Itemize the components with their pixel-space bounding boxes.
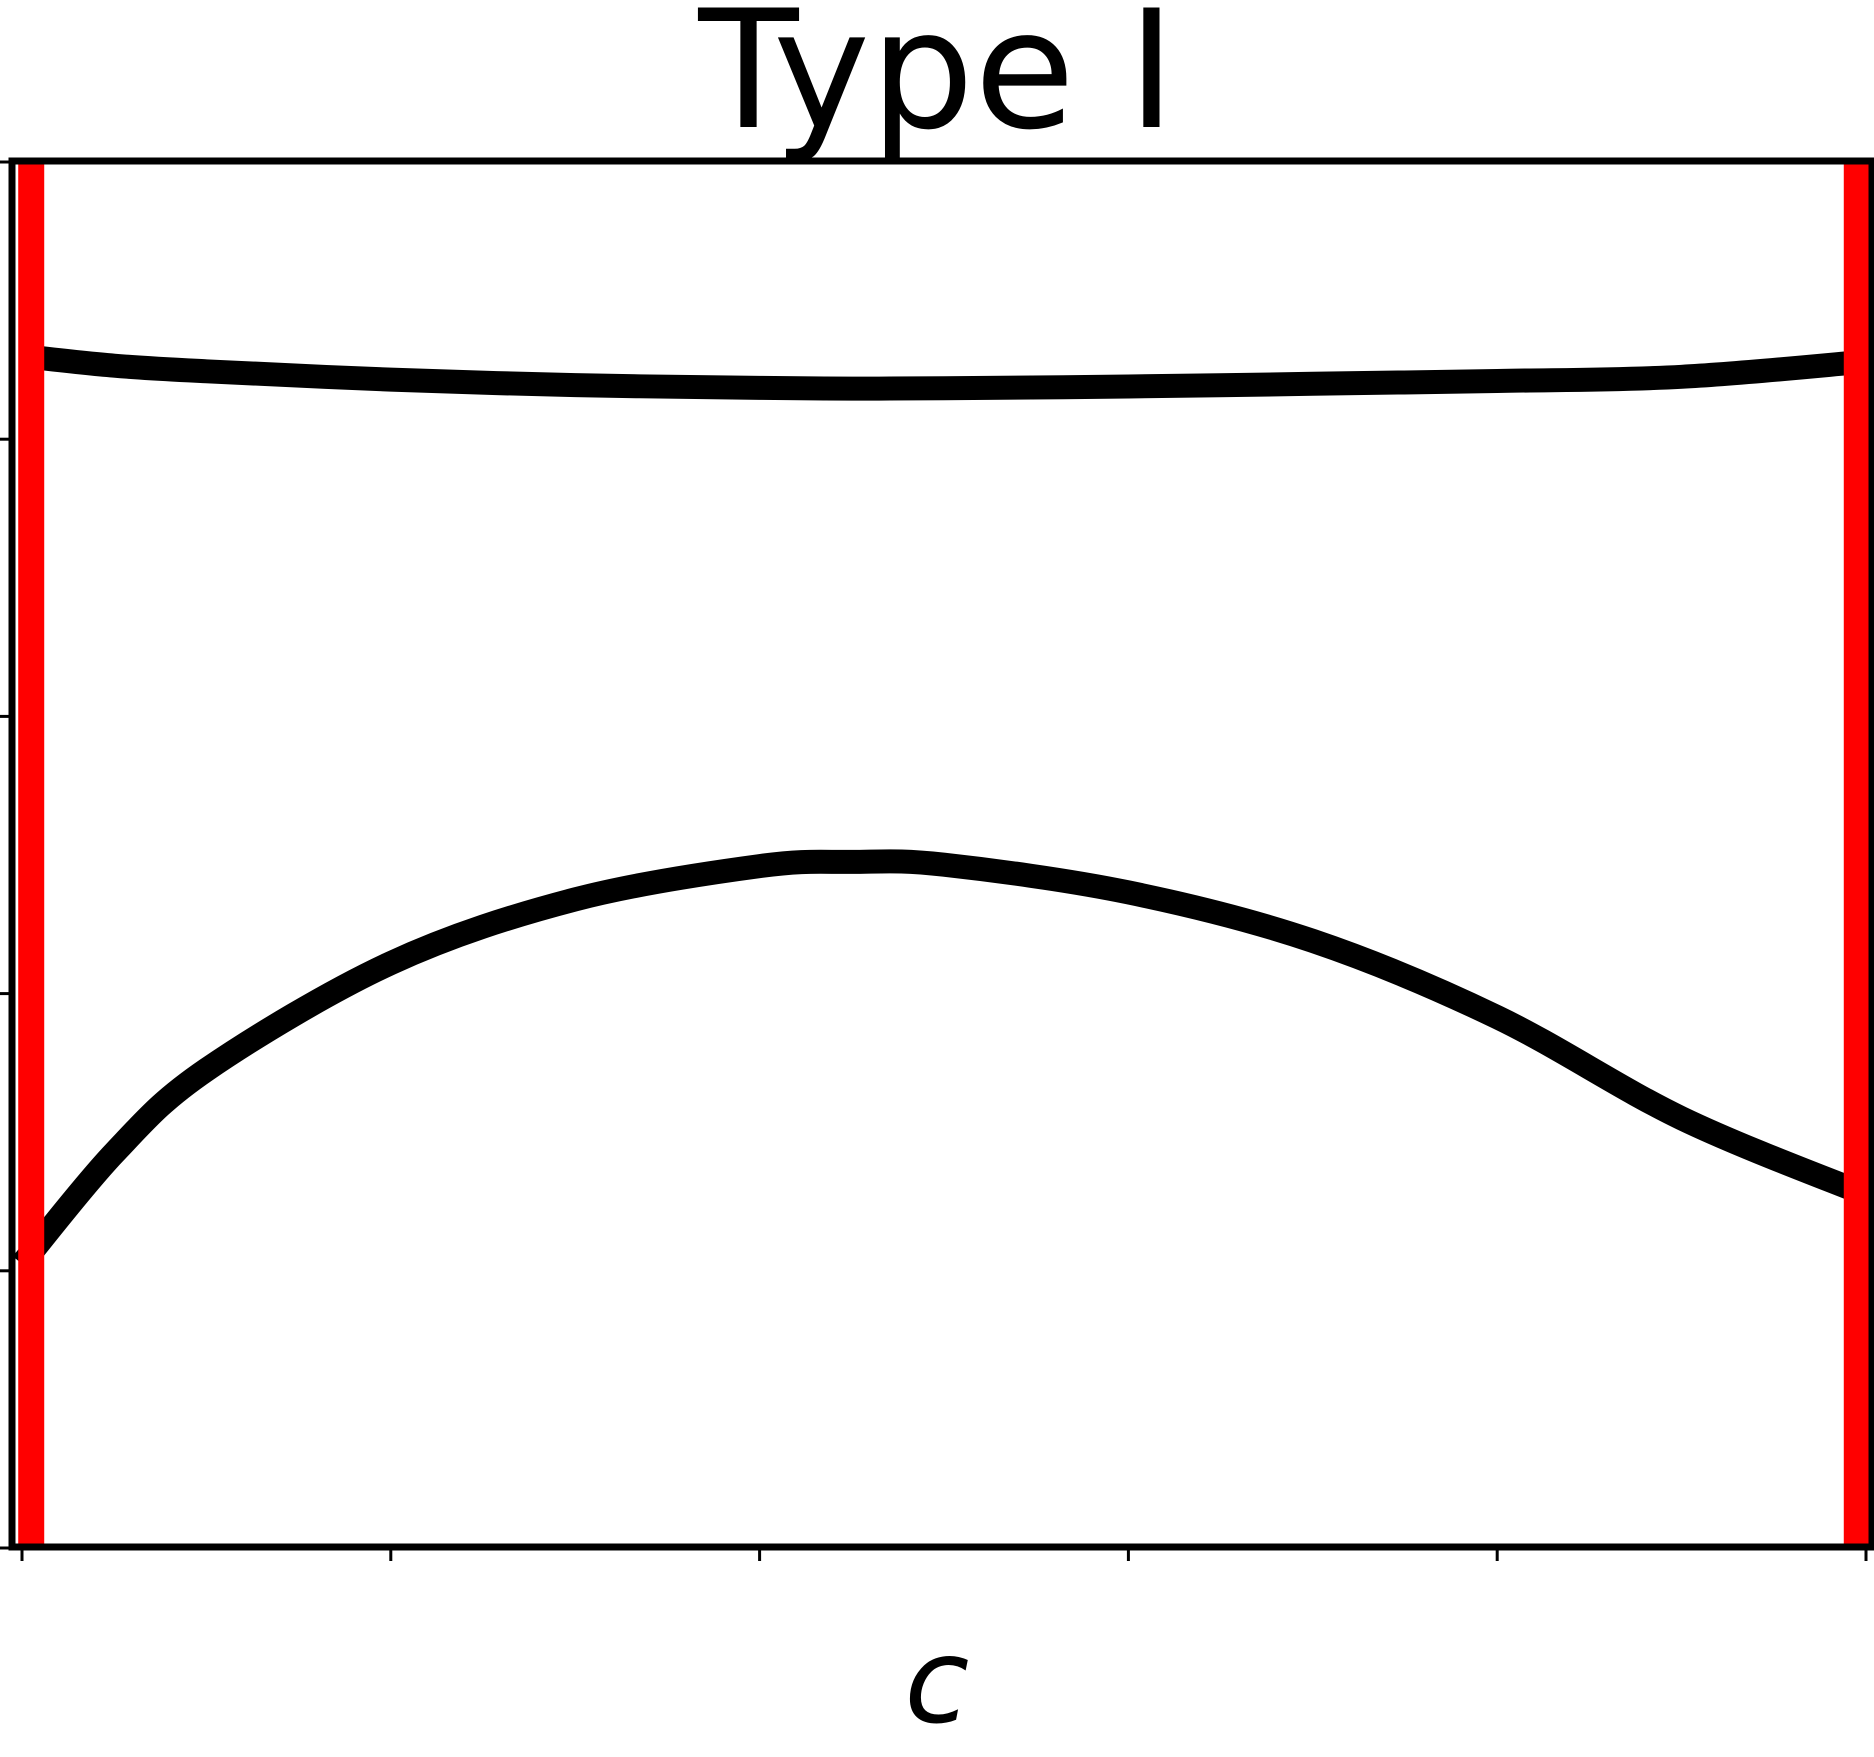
series-line-2 bbox=[12, 849, 1871, 1272]
x-axis-label: c bbox=[905, 1612, 970, 1750]
series-line-1 bbox=[20, 344, 1867, 401]
plot-area bbox=[12, 161, 1871, 1547]
plot-frame bbox=[8, 157, 1874, 1551]
chart-title: Type I bbox=[697, 0, 1175, 166]
